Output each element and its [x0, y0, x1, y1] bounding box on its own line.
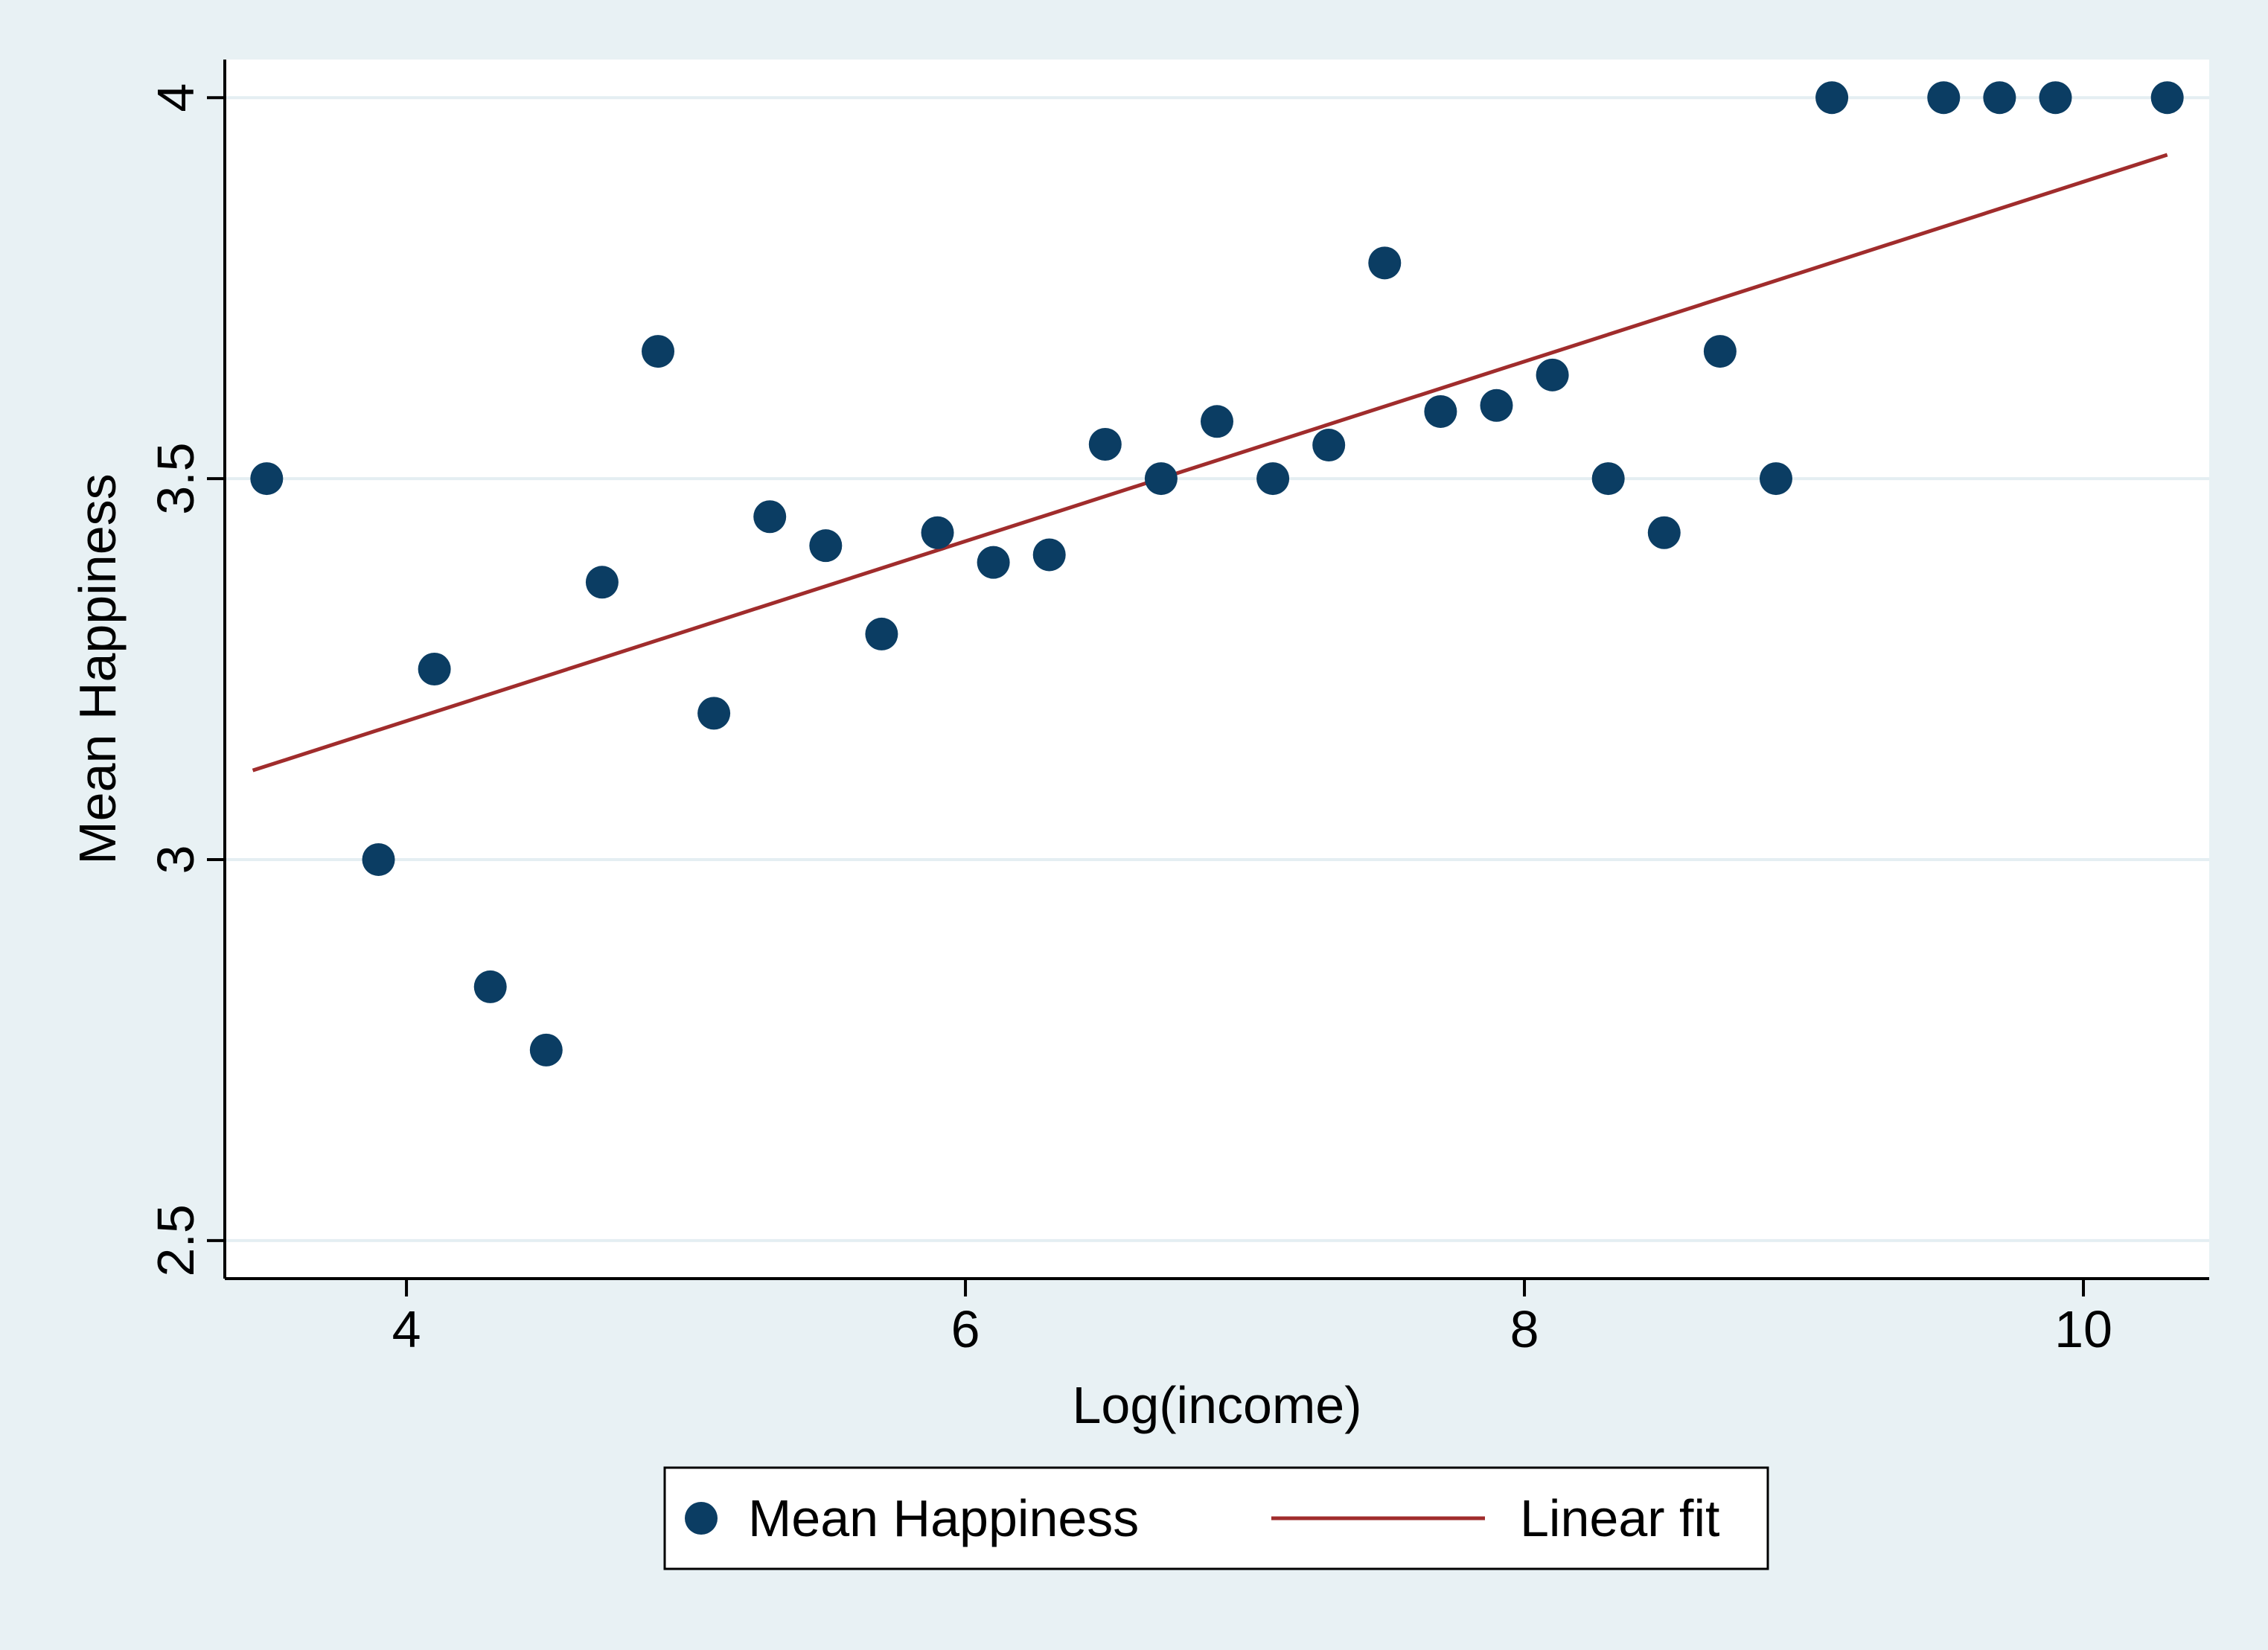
data-point [1312, 429, 1346, 462]
data-point [753, 500, 787, 534]
data-point [1536, 358, 1569, 391]
data-point [473, 970, 507, 1003]
data-point [1591, 462, 1625, 496]
points [250, 81, 2184, 1067]
legend: Mean Happiness Linear fit [663, 1466, 1769, 1570]
data-point [865, 617, 898, 650]
data-point [418, 653, 451, 685]
data-point [1480, 388, 1513, 422]
legend-box [663, 1466, 1769, 1570]
x-tick-label: 8 [1510, 1300, 1539, 1358]
y-axis-title: Mean Happiness [68, 473, 127, 864]
y-tick-label: 4 [147, 83, 205, 112]
legend-marker-mean-happiness [685, 1502, 718, 1535]
y-ticks: 2.5 3 3.5 4 [147, 83, 225, 1276]
data-point [585, 566, 619, 599]
data-point [250, 462, 284, 496]
data-point [1703, 335, 1737, 368]
x-tick-label: 6 [951, 1300, 980, 1358]
legend-label-mean-happiness: Mean Happiness [748, 1489, 1139, 1547]
grid [225, 96, 2209, 1242]
data-point [1983, 81, 2016, 115]
data-point [1927, 81, 1961, 115]
data-point [2150, 81, 2184, 115]
data-point [529, 1033, 563, 1067]
data-point [977, 546, 1010, 579]
data-point [2039, 81, 2072, 115]
y-tick-label: 3 [147, 845, 205, 874]
data-point [1144, 462, 1178, 496]
x-tick-label: 10 [2054, 1300, 2112, 1358]
data-point [1032, 538, 1066, 572]
axes [223, 60, 2209, 1280]
legend-label-linear-fit: Linear fit [1520, 1489, 1719, 1547]
data-point [362, 842, 395, 876]
data-point [921, 516, 954, 549]
data-point [697, 697, 731, 730]
plot-area [225, 60, 2209, 1279]
data-point [1759, 462, 1792, 496]
x-ticks: 4 6 8 10 [392, 1279, 2112, 1358]
data-point [1368, 246, 1402, 280]
fit-layer [252, 153, 2168, 773]
data-point [809, 529, 843, 563]
data-point [1088, 427, 1122, 461]
data-point [1256, 462, 1290, 496]
x-tick-label: 4 [392, 1300, 421, 1358]
y-tick-label: 2.5 [147, 1204, 205, 1276]
linear-fit-line [252, 153, 2168, 773]
data-point [1201, 405, 1233, 438]
x-axis-title: Log(income) [1072, 1376, 1361, 1434]
data-point [1815, 81, 1849, 115]
y-tick-label: 3.5 [147, 442, 205, 514]
data-point [1647, 516, 1681, 549]
data-point [642, 335, 675, 368]
data-point [1424, 394, 1457, 428]
